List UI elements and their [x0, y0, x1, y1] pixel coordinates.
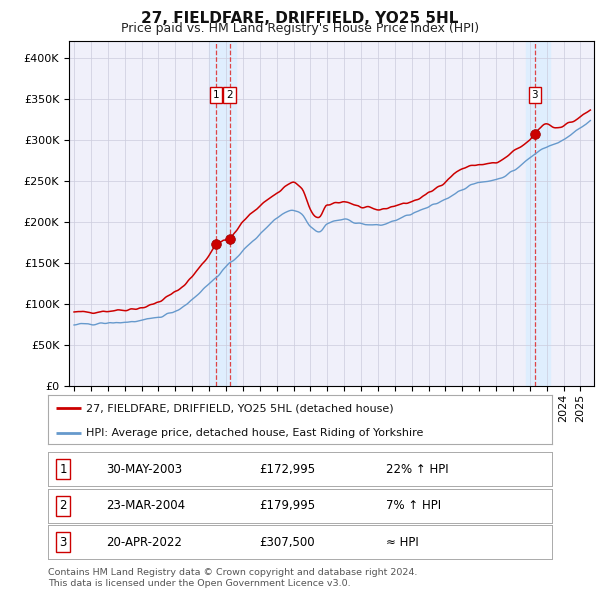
Text: 20-APR-2022: 20-APR-2022 — [106, 536, 182, 549]
Text: HPI: Average price, detached house, East Riding of Yorkshire: HPI: Average price, detached house, East… — [86, 428, 423, 438]
Text: £179,995: £179,995 — [260, 499, 316, 512]
Text: Contains HM Land Registry data © Crown copyright and database right 2024.
This d: Contains HM Land Registry data © Crown c… — [48, 568, 418, 588]
Bar — [209, 41, 236, 386]
Text: 1: 1 — [213, 90, 220, 100]
Text: £172,995: £172,995 — [260, 463, 316, 476]
Text: 2: 2 — [226, 90, 233, 100]
Text: 2: 2 — [59, 499, 67, 512]
Bar — [526, 41, 550, 386]
Text: 30-MAY-2003: 30-MAY-2003 — [106, 463, 182, 476]
Text: 23-MAR-2004: 23-MAR-2004 — [106, 499, 185, 512]
Text: 1: 1 — [59, 463, 67, 476]
Text: 27, FIELDFARE, DRIFFIELD, YO25 5HL: 27, FIELDFARE, DRIFFIELD, YO25 5HL — [142, 11, 458, 25]
Text: 3: 3 — [532, 90, 538, 100]
Text: 22% ↑ HPI: 22% ↑ HPI — [386, 463, 448, 476]
Text: £307,500: £307,500 — [260, 536, 316, 549]
Text: 27, FIELDFARE, DRIFFIELD, YO25 5HL (detached house): 27, FIELDFARE, DRIFFIELD, YO25 5HL (deta… — [86, 404, 394, 414]
Text: ≈ HPI: ≈ HPI — [386, 536, 418, 549]
Text: Price paid vs. HM Land Registry's House Price Index (HPI): Price paid vs. HM Land Registry's House … — [121, 22, 479, 35]
Text: 7% ↑ HPI: 7% ↑ HPI — [386, 499, 441, 512]
Text: 3: 3 — [59, 536, 67, 549]
